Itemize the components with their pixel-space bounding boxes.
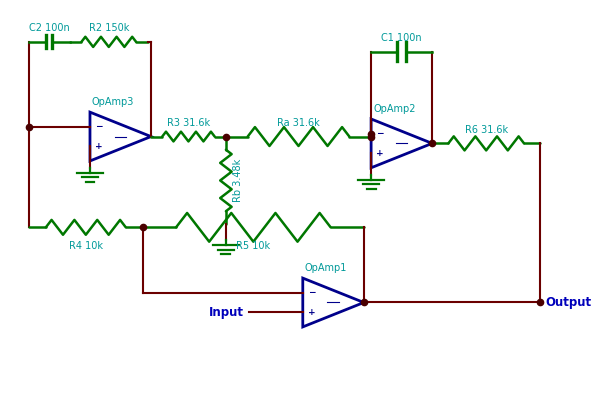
Text: Ra 31.6k: Ra 31.6k <box>277 118 320 128</box>
Text: Rb 3.48k: Rb 3.48k <box>233 159 243 202</box>
Text: R6 31.6k: R6 31.6k <box>464 124 508 134</box>
Text: R3 31.6k: R3 31.6k <box>167 118 210 128</box>
Text: −: − <box>376 129 383 138</box>
Text: Input: Input <box>209 306 244 319</box>
Text: −: − <box>308 288 315 297</box>
Text: C1 100n: C1 100n <box>382 33 422 43</box>
Text: R5 10k: R5 10k <box>236 241 271 251</box>
Text: OpAmp1: OpAmp1 <box>305 263 347 273</box>
Text: OpAmp3: OpAmp3 <box>92 97 134 107</box>
Text: −: − <box>95 122 103 131</box>
Text: +: + <box>95 142 103 151</box>
Text: Output: Output <box>545 296 591 309</box>
Text: OpAmp2: OpAmp2 <box>373 104 416 114</box>
Text: +: + <box>376 149 383 158</box>
Text: R2 150k: R2 150k <box>89 23 129 33</box>
Text: C2 100n: C2 100n <box>29 23 70 33</box>
Text: R4 10k: R4 10k <box>69 241 103 251</box>
Text: +: + <box>308 308 315 317</box>
